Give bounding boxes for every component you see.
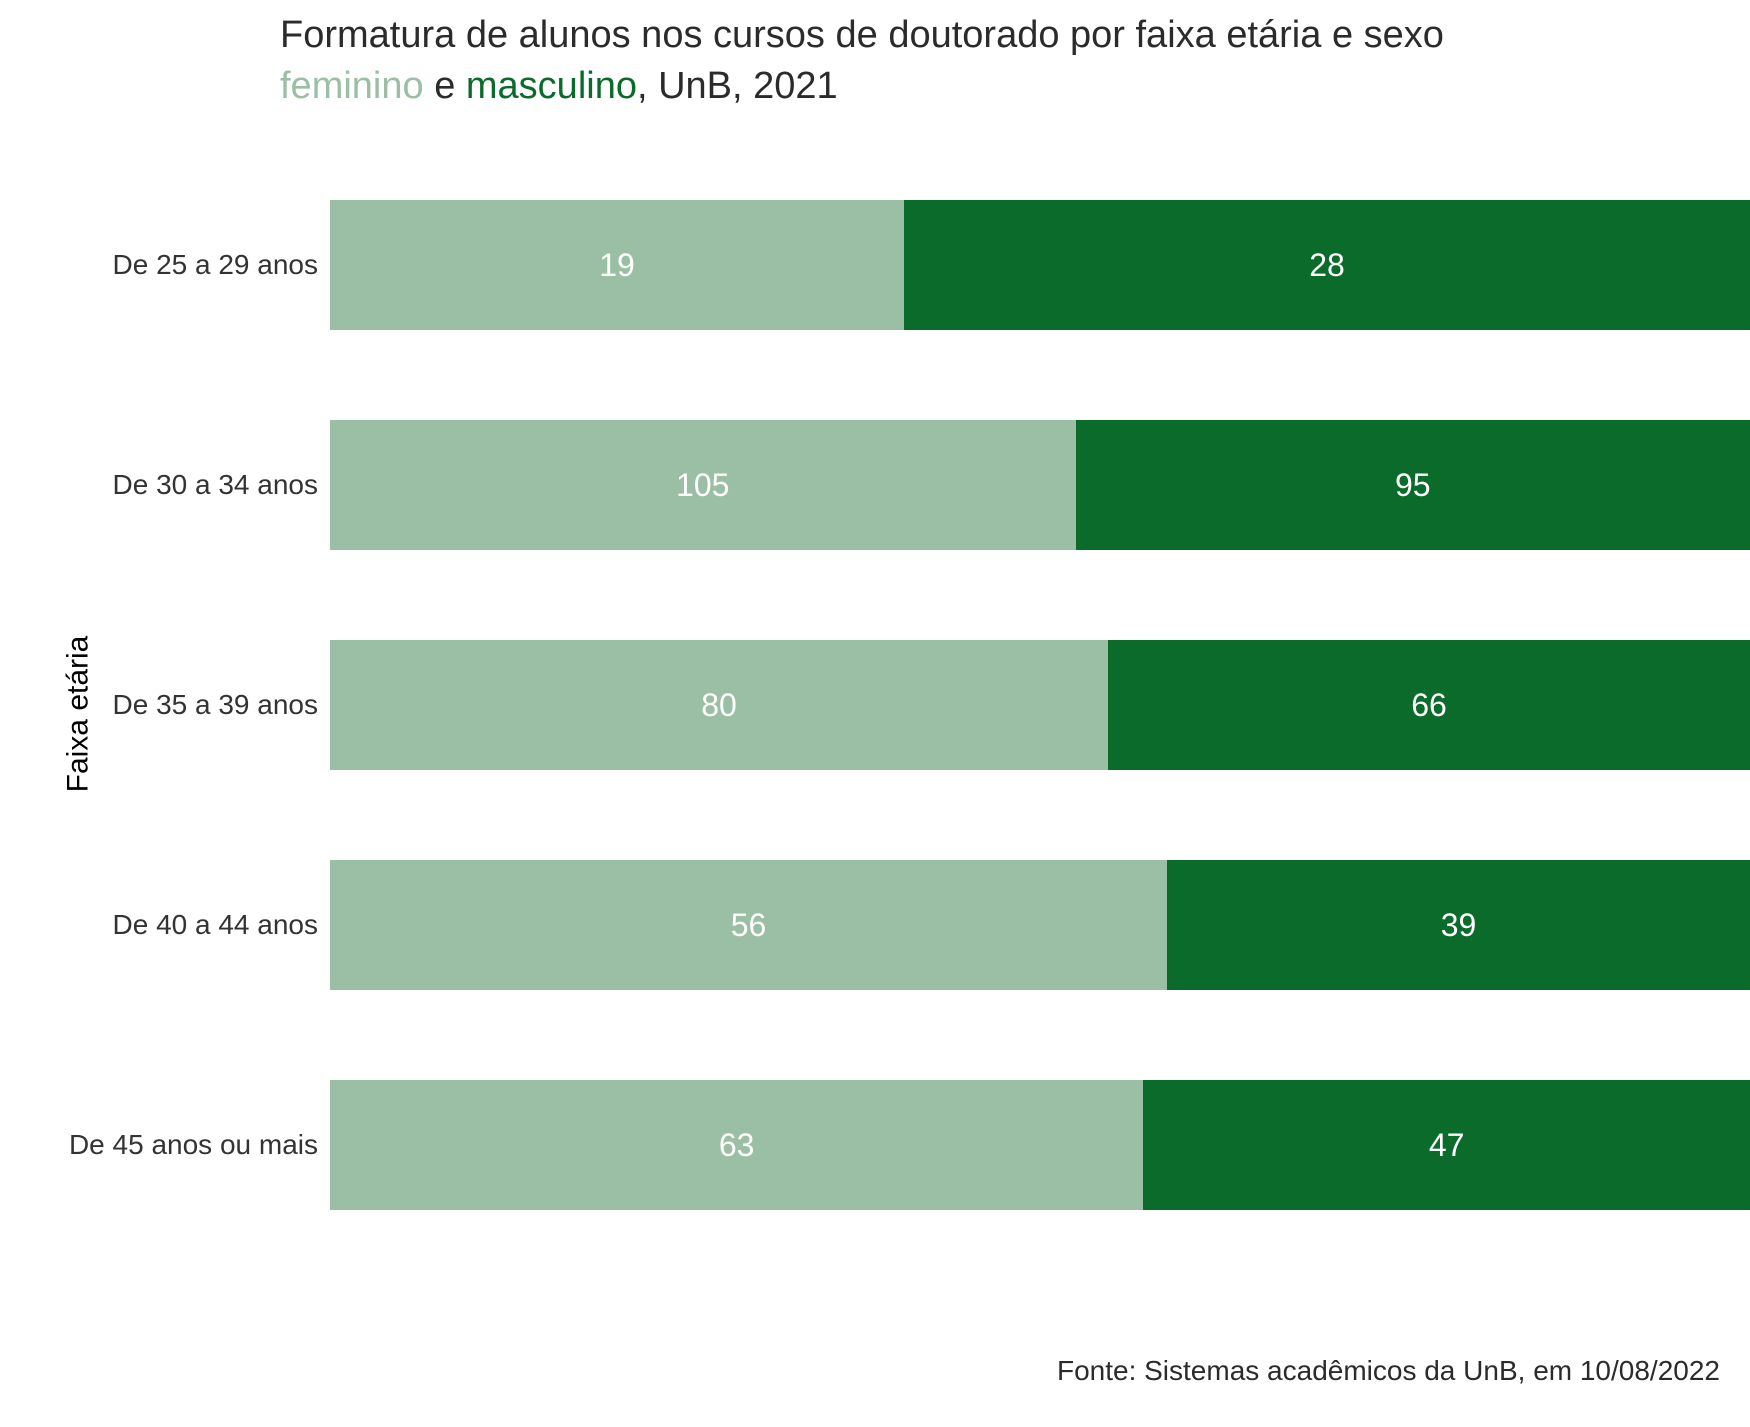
bar-row: 6347 (330, 1080, 1750, 1210)
title-line-2: feminino e masculino, UnB, 2021 (280, 61, 1750, 112)
bar-seg-masculino: 47 (1143, 1080, 1750, 1210)
category-label: De 30 a 34 anos (113, 469, 319, 501)
bar-seg-feminino: 63 (330, 1080, 1143, 1210)
category-label: De 40 a 44 anos (113, 909, 319, 941)
bar-seg-masculino: 28 (904, 200, 1750, 330)
bar-seg-masculino: 66 (1108, 640, 1750, 770)
bar-seg-masculino: 39 (1167, 860, 1750, 990)
bar-seg-feminino: 105 (330, 420, 1076, 550)
plot-area: 192810595806656396347 (330, 170, 1750, 1280)
bar-row: 10595 (330, 420, 1750, 550)
bar-seg-feminino: 56 (330, 860, 1167, 990)
title-suffix: , UnB, 2021 (637, 65, 838, 107)
category-label: De 35 a 39 anos (113, 689, 319, 721)
bar-row: 8066 (330, 640, 1750, 770)
bar-row: 1928 (330, 200, 1750, 330)
chart-title: Formatura de alunos nos cursos de doutor… (280, 10, 1750, 113)
title-separator: e (424, 65, 466, 107)
category-label: De 45 anos ou mais (69, 1129, 318, 1161)
bar-seg-masculino: 95 (1076, 420, 1750, 550)
source-note: Fonte: Sistemas acadêmicos da UnB, em 10… (1057, 1355, 1720, 1387)
chart-container: Formatura de alunos nos cursos de doutor… (0, 0, 1750, 1427)
bar-seg-feminino: 19 (330, 200, 904, 330)
bar-seg-feminino: 80 (330, 640, 1108, 770)
category-labels: De 25 a 29 anos De 30 a 34 anos De 35 a 39… (58, 170, 318, 1280)
title-masc-word: masculino (466, 65, 637, 107)
title-line-1: Formatura de alunos nos cursos de doutor… (280, 10, 1750, 61)
category-label: De 25 a 29 anos (113, 249, 319, 281)
title-fem-word: feminino (280, 65, 424, 107)
bar-row: 5639 (330, 860, 1750, 990)
